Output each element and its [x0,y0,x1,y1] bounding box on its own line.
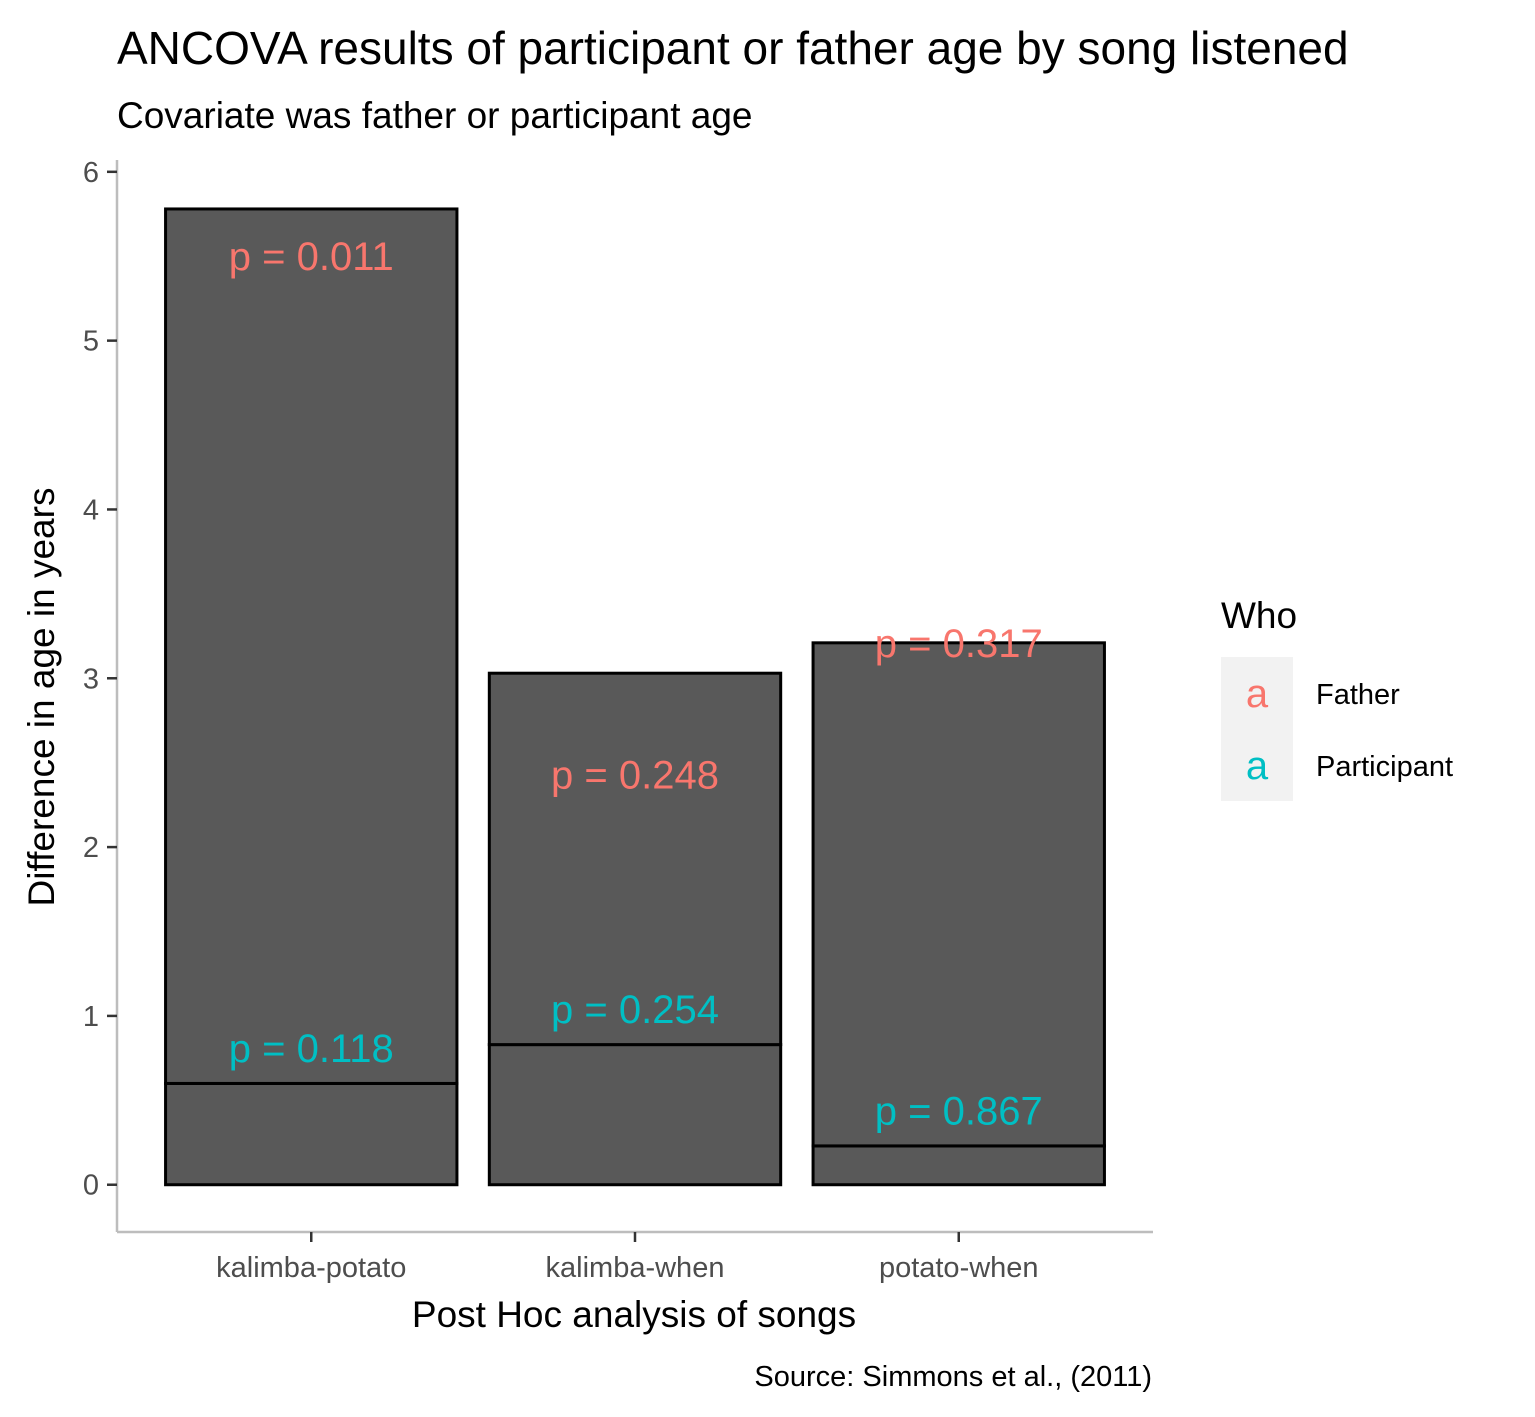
x-tick-label-kalimba-when: kalimba-when [546,1252,725,1284]
legend-label-father: Father [1316,679,1400,711]
bar-kalimba-when-father [487,671,783,1047]
y-tick-label-0: 0 [83,1170,99,1202]
y-tick-label-4: 4 [83,494,99,526]
chart-title: ANCOVA results of participant or father … [117,22,1349,74]
bars-layer [164,207,1106,1187]
y-tick-label-5: 5 [83,326,99,358]
legend-key-participant: a [1246,744,1269,788]
data-label-potato-when-participant: p = 0.867 [875,1089,1043,1133]
y-tick-label-2: 2 [83,832,99,864]
legend: Who a a Father Participant [1221,595,1453,801]
bar-kalimba-potato-father [164,207,459,1085]
bar-kalimba-when-participant [487,1043,783,1187]
legend-key-bg-participant [1221,729,1293,801]
data-label-kalimba-potato-participant: p = 0.118 [229,1027,394,1071]
x-tick-label-kalimba-potato: kalimba-potato [216,1252,406,1284]
data-label-potato-when-father: p = 0.317 [875,622,1043,666]
x-axis-ticks: kalimba-potato kalimba-when potato-when [216,1232,1039,1284]
y-axis-title: Difference in age in years [21,488,62,907]
chart-subtitle: Covariate was father or participant age [117,95,753,136]
y-tick-label-3: 3 [83,663,99,695]
x-axis-title: Post Hoc analysis of songs [412,1294,856,1335]
y-tick-label-1: 1 [83,1001,99,1033]
bar-kalimba-potato-participant [164,1081,459,1187]
data-label-kalimba-potato-father: p = 0.011 [229,235,394,279]
data-label-kalimba-when-participant: p = 0.254 [551,988,719,1032]
y-tick-label-6: 6 [83,157,99,189]
legend-key-bg-father [1221,657,1293,729]
data-label-kalimba-when-father: p = 0.248 [551,754,719,798]
bar-potato-when-participant [811,1144,1106,1187]
caption: Source: Simmons et al., (2011) [754,1361,1152,1393]
legend-title: Who [1221,595,1297,636]
data-labels-layer: p = 0.118 p = 0.011 p = 0.254 p = 0.248 p = … [229,235,1043,1133]
x-tick-label-potato-when: potato-when [879,1252,1039,1284]
y-axis-ticks: 0 1 2 3 4 5 6 [83,157,117,1202]
legend-label-participant: Participant [1316,751,1453,783]
bar-potato-when-father [811,641,1106,1148]
legend-key-father: a [1246,672,1269,716]
